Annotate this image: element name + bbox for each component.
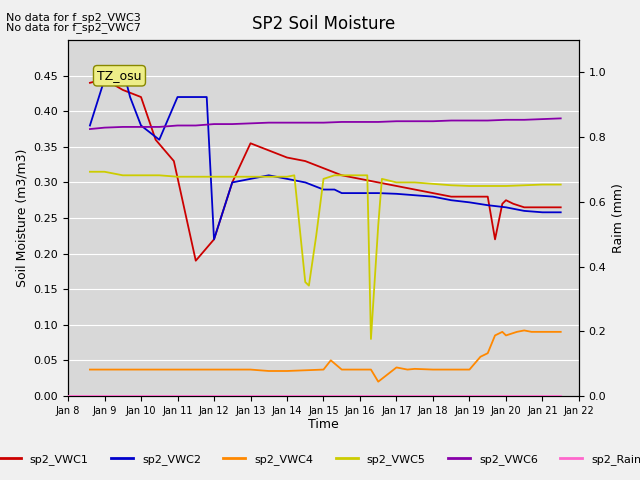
Title: SP2 Soil Moisture: SP2 Soil Moisture — [252, 15, 395, 33]
Y-axis label: Soil Moisture (m3/m3): Soil Moisture (m3/m3) — [15, 149, 28, 287]
Text: TZ_osu: TZ_osu — [97, 69, 141, 82]
X-axis label: Time: Time — [308, 419, 339, 432]
Text: No data for f_sp2_VWC3: No data for f_sp2_VWC3 — [6, 12, 141, 23]
Y-axis label: Raim (mm): Raim (mm) — [612, 183, 625, 253]
Text: No data for f_sp2_VWC7: No data for f_sp2_VWC7 — [6, 22, 141, 33]
Legend: sp2_VWC1, sp2_VWC2, sp2_VWC4, sp2_VWC5, sp2_VWC6, sp2_Rain: sp2_VWC1, sp2_VWC2, sp2_VWC4, sp2_VWC5, … — [0, 450, 640, 469]
